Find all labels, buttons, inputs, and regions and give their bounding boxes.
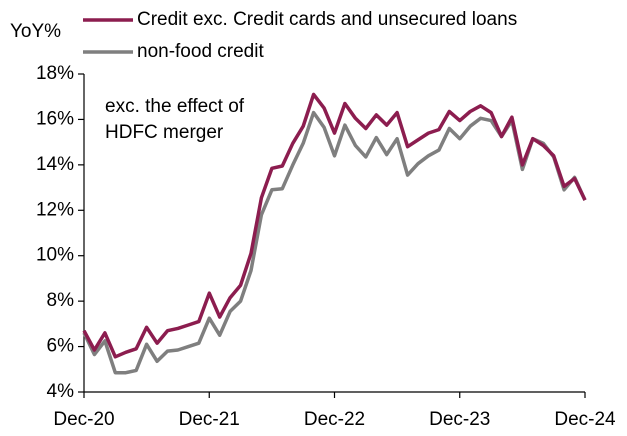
x-tick-label: Dec-22 xyxy=(304,409,365,430)
x-tick-label: Dec-20 xyxy=(53,409,114,430)
annotation: HDFC merger xyxy=(105,122,224,143)
y-tick-label: 18% xyxy=(36,63,74,84)
y-tick-label: 12% xyxy=(36,199,74,220)
line-series xyxy=(82,110,587,375)
x-tick-label: Dec-24 xyxy=(554,409,616,430)
line-series xyxy=(82,92,587,359)
y-axis-label: YoY% xyxy=(10,21,61,42)
y-tick-label: 4% xyxy=(47,381,75,402)
x-tick-label: Dec-21 xyxy=(179,409,240,430)
legend-label: Credit exc. Credit cards and unsecured l… xyxy=(137,9,517,30)
annotation: exc. the effect of xyxy=(105,96,245,117)
y-tick-label: 14% xyxy=(36,154,74,175)
y-tick-label: 10% xyxy=(36,245,74,266)
x-tick-label: Dec-23 xyxy=(429,409,490,430)
legend-label: non-food credit xyxy=(137,41,264,62)
y-tick-label: 8% xyxy=(47,290,75,311)
y-tick-label: 6% xyxy=(47,336,75,357)
y-tick-label: 16% xyxy=(36,108,74,129)
